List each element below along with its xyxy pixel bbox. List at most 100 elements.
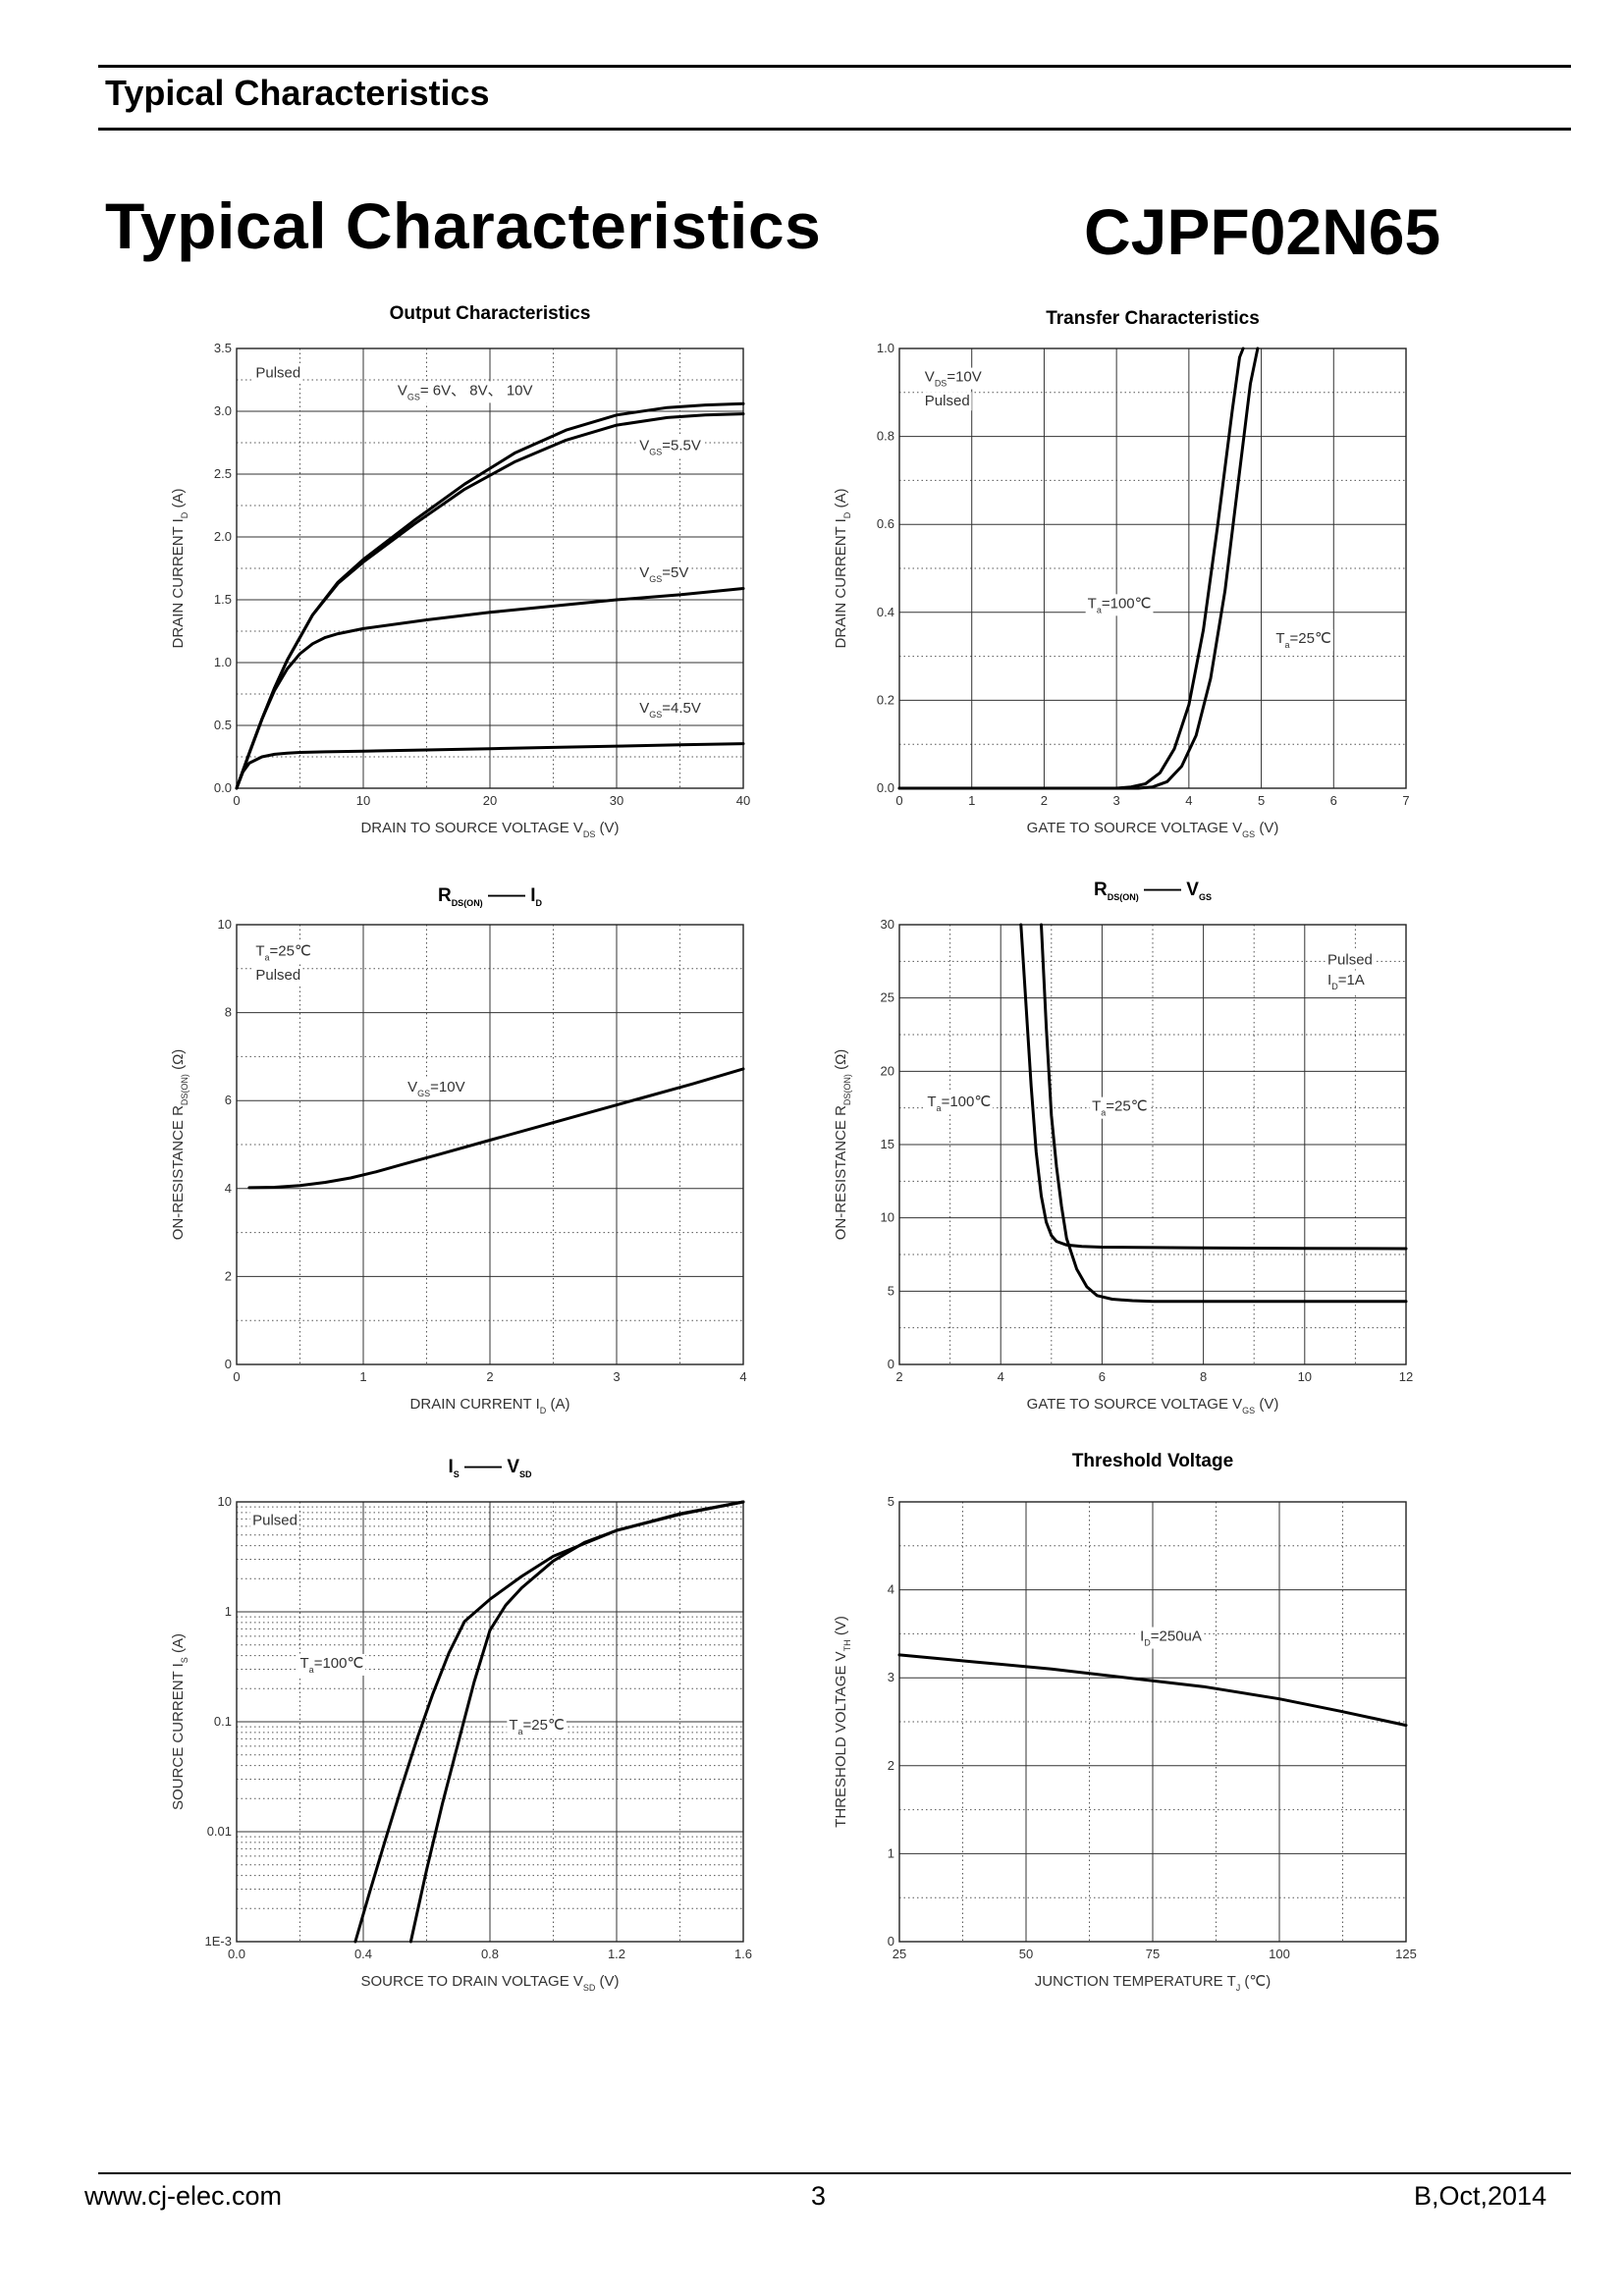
y-tick-label: 0 [225,1357,232,1371]
y-axis-label: ON-RESISTANCE RDS(ON) (Ω) [833,1049,852,1241]
y-tick-label: 4 [225,1181,232,1196]
annotation-bg [298,1653,366,1676]
x-tick-label: 25 [893,1947,906,1961]
chart-annotation: Pulsed [255,364,300,381]
x-tick-label: 4 [739,1369,746,1384]
y-tick-label: 3.5 [214,341,232,355]
annotation-bg [925,1093,994,1115]
y-tick-label: 20 [881,1063,894,1078]
x-tick-label: 6 [1099,1369,1106,1384]
y-tick-label: 1.0 [214,655,232,669]
x-tick-label: 1 [968,793,975,808]
y-tick-label: 0.8 [877,429,894,444]
x-tick-label: 3 [613,1369,620,1384]
x-axis-label: SOURCE TO DRAIN VOLTAGE VSD (V) [360,1973,619,1993]
annotation-bg [637,436,703,458]
part-number: CJPF02N65 [1084,195,1441,268]
x-tick-label: 40 [736,793,750,808]
header-bottom-rule [98,128,1571,131]
x-tick-label: 6 [1330,793,1337,808]
x-tick-label: 0.4 [354,1947,372,1961]
plot-frame [898,1501,1407,1943]
x-tick-label: 2 [895,1369,902,1384]
chart-annotation: Ta=100℃ [300,1655,364,1675]
x-tick-label: 3 [1113,793,1120,808]
series-line [897,347,1260,790]
series-line [235,742,745,790]
annotation-bg [1090,1096,1150,1119]
y-tick-label: 2.0 [214,529,232,544]
footer-website[interactable]: www.cj-elec.com [84,2181,283,2211]
plot-frame [236,347,744,789]
x-axis-label: GATE TO SOURCE VOLTAGE VGS (V) [1027,820,1279,839]
x-tick-label: 10 [1298,1369,1312,1384]
chart-annotation: Ta=25℃ [1092,1098,1147,1118]
chart-rds_id: 0 1 2 3 4 0 2 4 6 8 10 DRAIN CURRENT ID (A) ON-RESIS… [170,885,747,1415]
y-tick-label: 0.0 [214,780,232,795]
y-tick-label: 0.1 [214,1714,232,1729]
y-tick-label: 25 [881,990,894,1005]
chart-transfer: 0 1 2 3 4 5 6 7 0.0 0.2 0.4 0.6 0.8 1.0 GATE TO SOURCE… [833,308,1410,839]
chart-annotation: Ta=100℃ [927,1094,991,1113]
x-tick-label: 50 [1019,1947,1033,1961]
y-tick-label: 0.6 [877,516,894,531]
chart-annotation: Ta=100℃ [1088,595,1152,614]
y-tick-label: 1 [225,1604,232,1619]
annotation-bg [507,1715,567,1737]
x-tick-label: 1.6 [734,1947,752,1961]
y-tick-label: 15 [881,1137,894,1151]
x-tick-label: 10 [356,793,370,808]
plot-frame [898,924,1407,1365]
y-axis-label: SOURCE CURRENT IS (A) [170,1633,189,1810]
annotation-bg [1138,1627,1204,1649]
chart-title: RDS(ON) —— ID [438,885,543,908]
x-tick-label: 2 [486,1369,493,1384]
y-tick-label: 8 [225,1005,232,1020]
x-tick-label: 125 [1395,1947,1417,1961]
chart-title: Threshold Voltage [1072,1451,1233,1471]
x-tick-label: 30 [610,793,623,808]
x-tick-label: 8 [1200,1369,1207,1384]
y-axis-label: DRAIN CURRENT ID (A) [170,489,189,649]
annotation-bg [1273,629,1333,652]
y-tick-label: 1 [888,1845,894,1860]
y-tick-label: 10 [218,1494,232,1509]
y-tick-label: 5 [888,1283,894,1298]
x-tick-label: 0 [895,793,902,808]
series-line [408,1500,745,1944]
x-tick-label: 0 [233,1369,240,1384]
annotation-bg [250,1511,299,1530]
series-line [235,587,745,790]
x-tick-label: 4 [1185,793,1192,808]
footer-revision: B,Oct,2014 [1414,2181,1547,2211]
x-tick-label: 0.0 [228,1947,245,1961]
chart-annotation: Pulsed [255,967,300,984]
x-axis-label: DRAIN CURRENT ID (A) [410,1396,570,1415]
x-tick-label: 20 [483,793,497,808]
y-tick-label: 10 [881,1210,894,1225]
header-top-rule [98,65,1571,68]
chart-output: 0 10 20 30 40 0.0 0.5 1.0 1.5 2.0 2.5 3.0 3.5 DRAIN T… [170,303,750,839]
y-tick-label: 0.2 [877,692,894,707]
y-tick-label: 1E-3 [205,1934,232,1949]
chart-threshold: 25 50 75 100 125 0 1 2 3 4 5 JUNCTION TEMPERATURE T… [833,1451,1417,1993]
footer-rule [98,2172,1571,2174]
chart-annotation: VGS=4.5V [639,700,701,720]
x-axis-label: GATE TO SOURCE VOLTAGE VGS (V) [1027,1396,1279,1415]
chart-annotation: VGS=5V [639,564,688,584]
annotation-bg [1326,950,1375,970]
y-tick-label: 4 [888,1582,894,1597]
footer-page-number: 3 [811,2181,827,2211]
x-axis-label: DRAIN TO SOURCE VOLTAGE VDS (V) [360,820,619,839]
y-tick-label: 3 [888,1670,894,1684]
chart-annotation: Ta=25℃ [255,942,310,962]
chart-annotation: Ta=25℃ [1275,630,1330,650]
chart-annotation: VGS=5.5V [639,438,701,457]
annotation-bg [1326,971,1367,993]
x-tick-label: 4 [998,1369,1004,1384]
y-axis-label: DRAIN CURRENT ID (A) [833,489,852,649]
chart-annotation: Pulsed [925,393,970,409]
y-tick-label: 1.0 [877,341,894,355]
chart-is_vsd: 0.0 0.4 0.8 1.2 1.6 1E-3 0.01 0.1 1 10 SOURCE TO D… [170,1457,752,1993]
